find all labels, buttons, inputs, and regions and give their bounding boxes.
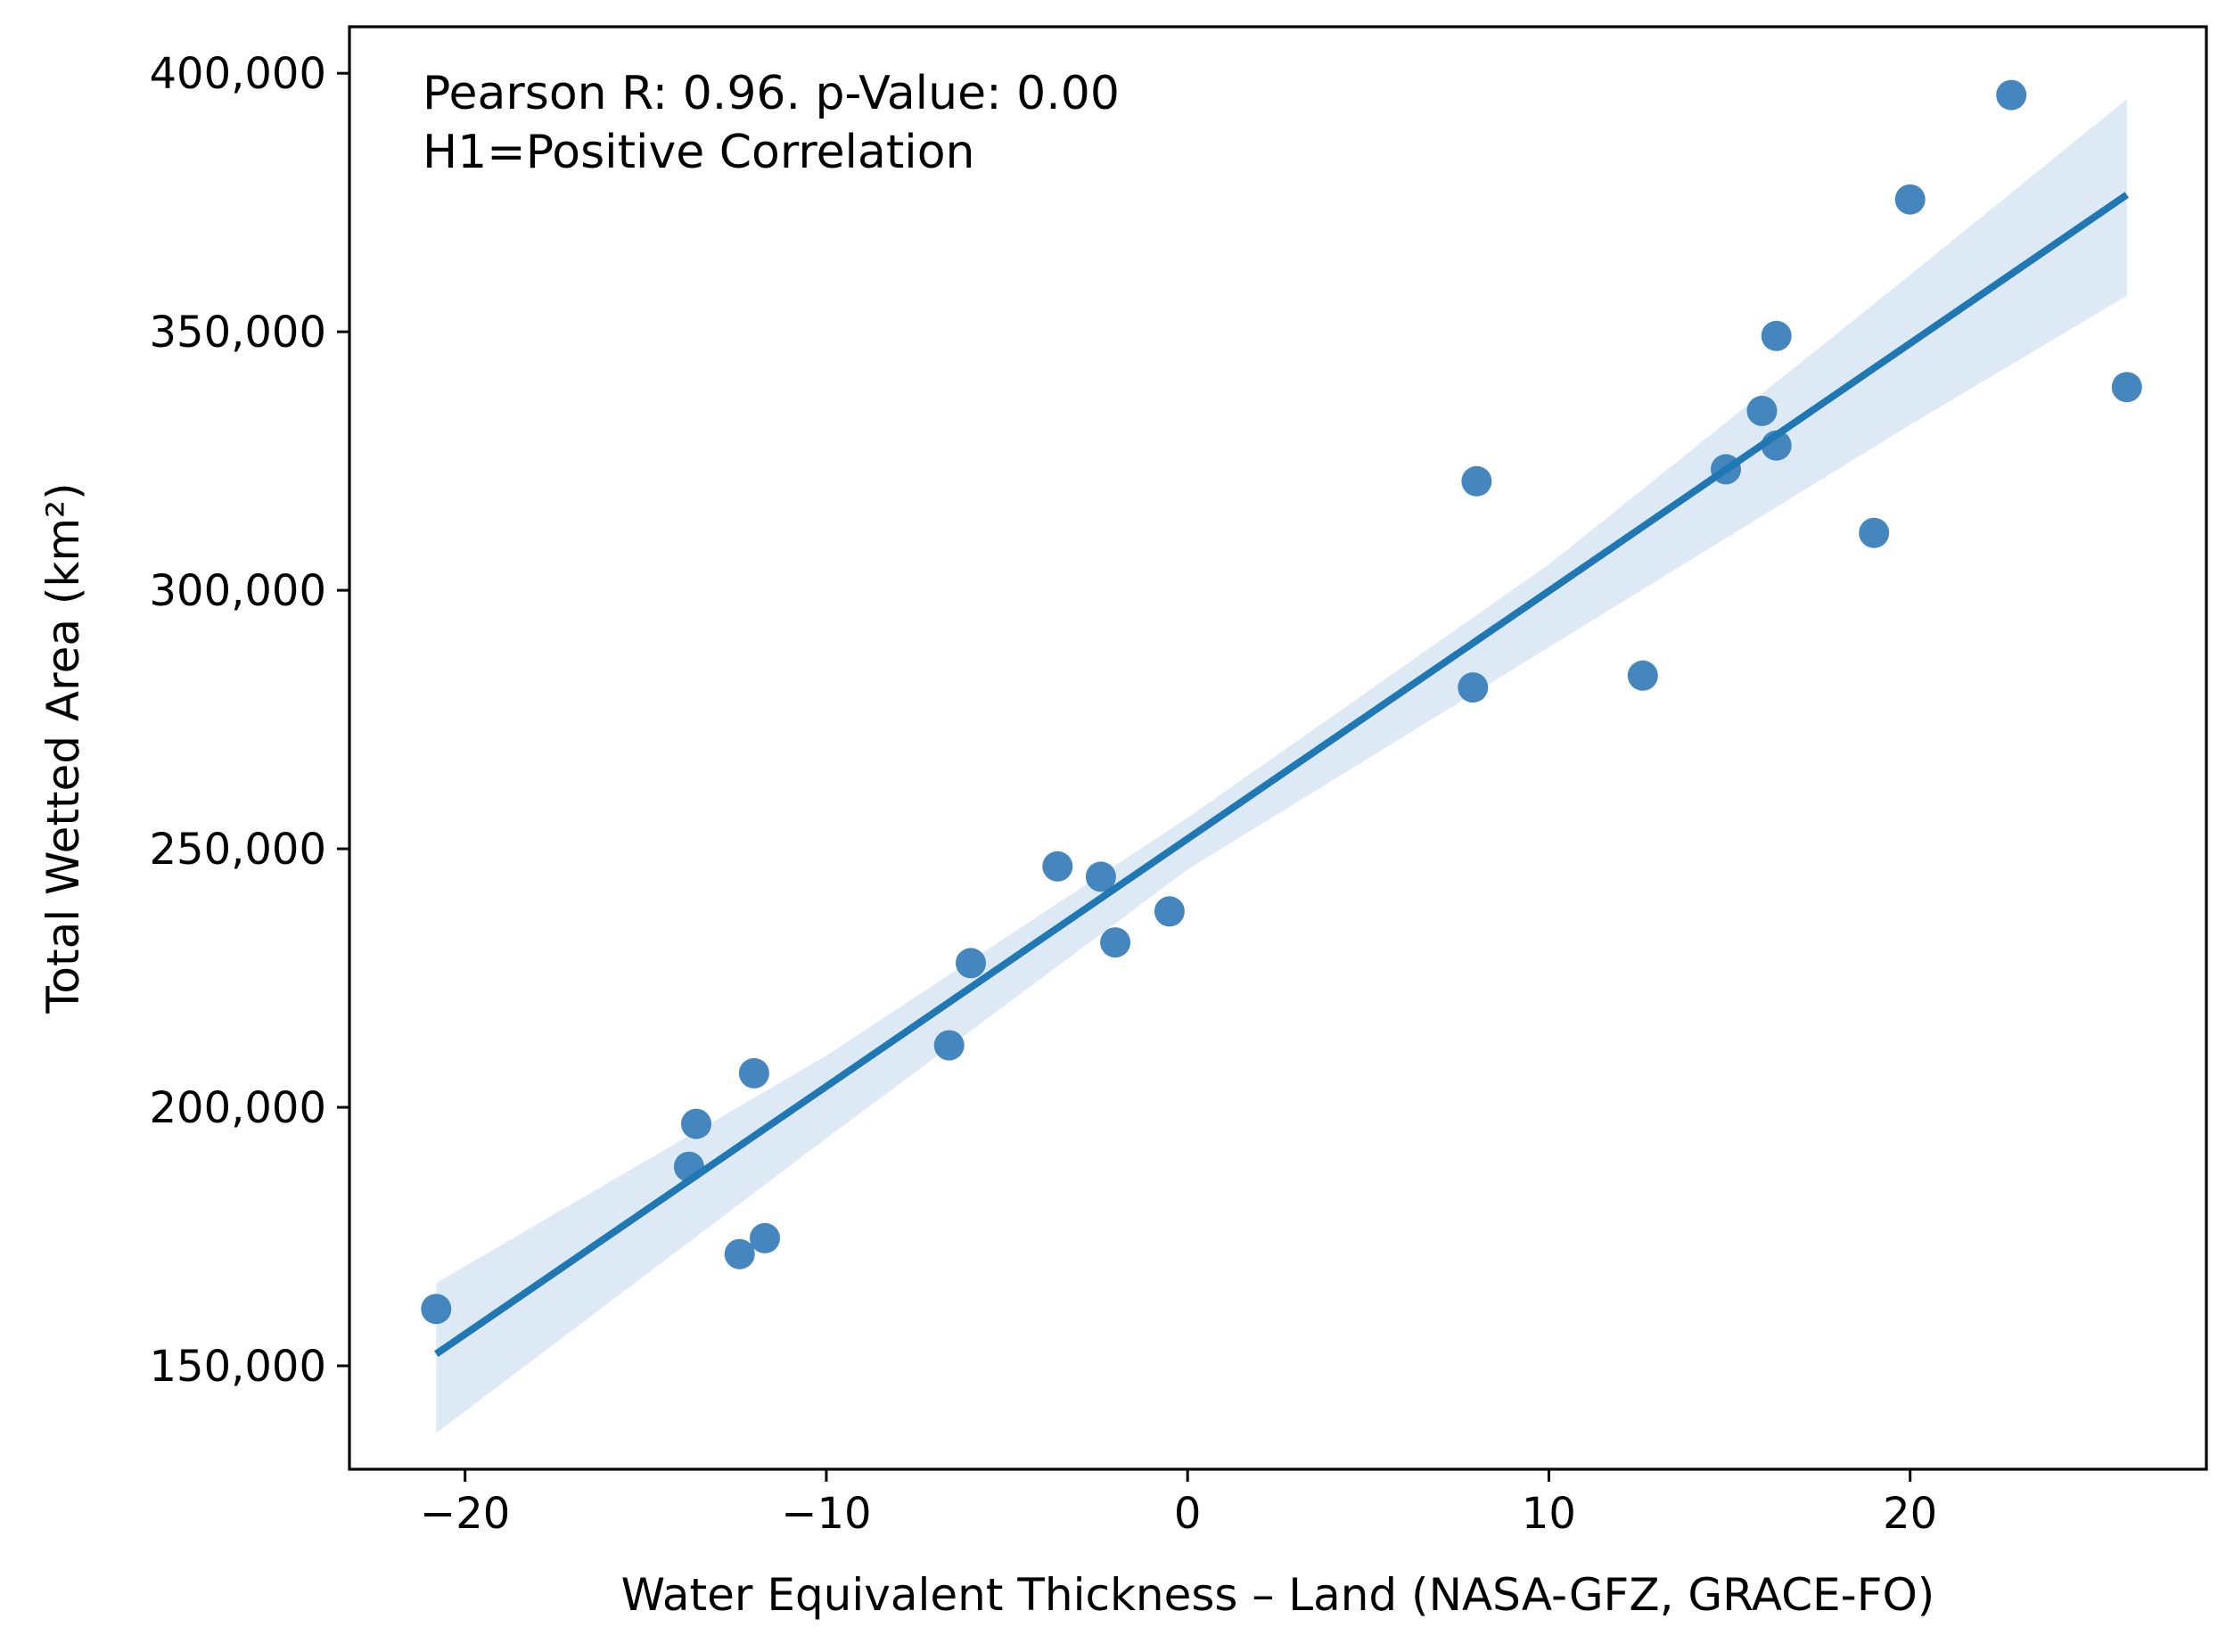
data-point xyxy=(1085,861,1116,892)
annotation-line-1: Pearson R: 0.96. p-Value: 0.00 xyxy=(423,67,1120,120)
y-tick-label: 300,000 xyxy=(150,566,327,616)
data-point xyxy=(2111,372,2142,403)
data-point xyxy=(1996,79,2027,111)
x-tick-label: 20 xyxy=(1883,1489,1937,1539)
data-point xyxy=(1761,320,1792,351)
data-point xyxy=(1894,184,1926,215)
data-point xyxy=(750,1222,780,1253)
x-tick-label: −20 xyxy=(420,1489,510,1539)
y-tick-label: 350,000 xyxy=(150,308,327,358)
data-point xyxy=(1627,660,1658,691)
x-axis-label: Water Equivalent Thickness – Land (NASA-… xyxy=(621,1569,1935,1621)
annotation-line-2: H1=Positive Correlation xyxy=(423,126,974,179)
regression-line xyxy=(434,192,2130,1357)
plot-content xyxy=(421,79,2142,1434)
data-point xyxy=(1100,927,1131,958)
data-point xyxy=(1461,465,1492,497)
data-point xyxy=(1154,896,1185,927)
data-point xyxy=(421,1294,452,1325)
data-point xyxy=(1746,395,1778,426)
data-point xyxy=(681,1108,711,1139)
y-tick-label: 200,000 xyxy=(150,1083,327,1133)
y-tick-label: 150,000 xyxy=(150,1342,327,1392)
data-point xyxy=(738,1057,769,1089)
y-tick-label: 250,000 xyxy=(150,825,327,875)
y-tick-label: 400,000 xyxy=(150,49,327,99)
plot-frame xyxy=(348,25,2208,1471)
x-tick-label: 10 xyxy=(1522,1489,1576,1539)
data-point xyxy=(724,1238,755,1270)
data-point xyxy=(1458,672,1489,703)
x-tick-label: −10 xyxy=(781,1489,871,1539)
x-axis: −20 −10 0 10 20 xyxy=(420,1469,1937,1539)
data-point xyxy=(1859,517,1890,548)
data-point xyxy=(956,948,986,979)
x-tick-label: 0 xyxy=(1174,1489,1202,1539)
data-point xyxy=(1042,851,1073,882)
confidence-band xyxy=(436,99,2127,1434)
y-axis-label: Total Wetted Area (km²) xyxy=(37,482,89,1014)
y-axis: 150,000 200,000 250,000 300,000 350,000 400,0… xyxy=(150,49,349,1392)
data-point xyxy=(933,1030,965,1061)
